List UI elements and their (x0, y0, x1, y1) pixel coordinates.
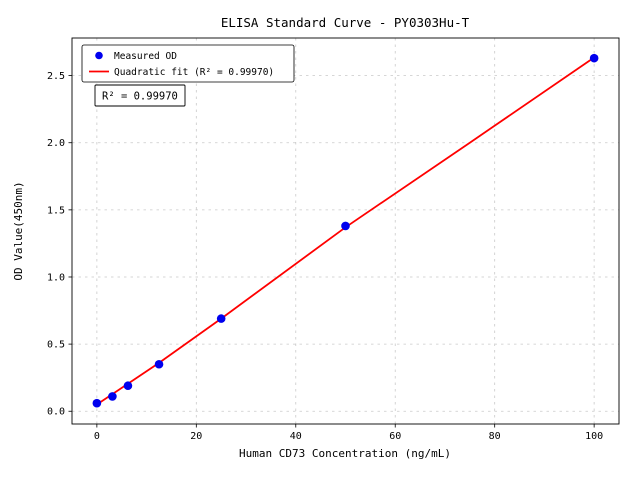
legend: Measured OD Quadratic fit (R² = 0.99970) (81, 44, 295, 83)
data-point (108, 392, 117, 401)
x-tick-label: 100 (585, 431, 603, 442)
x-tick-label: 20 (190, 431, 202, 442)
legend-label-measured-od: Measured OD (114, 51, 177, 62)
legend-label-quadratic-fit: Quadratic fit (R² = 0.99970) (114, 67, 274, 78)
fit-line-series (96, 56, 595, 406)
y-axis-label: OD Value(450nm) (12, 181, 25, 280)
scatter-series (92, 53, 599, 408)
x-tick-label: 80 (489, 431, 501, 442)
y-tick-label: 1.5 (47, 205, 65, 216)
y-tick-label: 2.0 (47, 138, 65, 149)
legend-frame (81, 44, 295, 83)
y-tick-label: 1.0 (47, 272, 65, 283)
r-squared-frame (94, 84, 186, 107)
quadratic-fit-line (96, 56, 595, 406)
r-squared-text: R² = 0.99970 (102, 91, 178, 103)
x-tick-label: 0 (94, 431, 100, 442)
data-point (216, 314, 226, 323)
chart-title: ELISA Standard Curve - PY0303Hu-T (221, 15, 470, 30)
data-point (123, 381, 133, 391)
y-tick-label: 2.5 (47, 71, 65, 82)
annotation-box: R² = 0.99970 (94, 84, 186, 107)
data-point (154, 359, 164, 369)
x-tick-label: 60 (389, 431, 401, 442)
data-point (92, 398, 102, 408)
data-point (589, 53, 599, 63)
data-point (341, 221, 350, 231)
x-axis-label: Human CD73 Concentration (ng/mL) (239, 447, 451, 460)
y-tick-label: 0.0 (47, 407, 65, 418)
plot-border (71, 37, 620, 425)
y-tick-label: 0.5 (47, 340, 65, 351)
axis-ticks: 0 20 40 60 80 100 0.0 0.5 1.0 1.5 2.0 2.5 (47, 71, 603, 442)
plot-spines (71, 37, 620, 425)
legend-marker-measured-od (95, 51, 103, 60)
x-tick-label: 40 (290, 431, 302, 442)
